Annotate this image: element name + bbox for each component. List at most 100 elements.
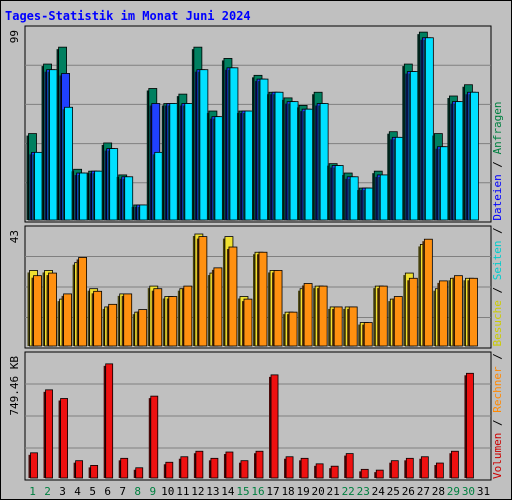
x-tick-label: 15 <box>236 485 249 498</box>
bar-volumen <box>195 450 204 479</box>
panel-bottom: 749.46 KB <box>8 351 492 481</box>
bar-seiten <box>424 37 434 221</box>
y-max-label: 749.46 KB <box>8 356 21 416</box>
x-tick-label: 24 <box>372 485 386 498</box>
bar-rechner <box>153 288 163 347</box>
x-tick-label: 25 <box>387 485 400 498</box>
bar-seiten <box>79 172 89 221</box>
legend-besuche: Besuche <box>491 300 504 347</box>
bar-rechner <box>228 246 238 347</box>
bar-volumen <box>150 395 159 479</box>
x-tick-label: 5 <box>89 485 96 498</box>
bar-seiten <box>109 148 119 221</box>
x-tick-label: 13 <box>206 485 219 498</box>
bar-rechner <box>303 283 313 347</box>
legend-rechner: Rechner <box>491 366 504 413</box>
bar-rechner <box>93 290 103 347</box>
bar-seiten <box>124 176 134 221</box>
bar-volumen <box>466 372 474 479</box>
x-tick-label: 22 <box>342 485 355 498</box>
bar-volumen <box>30 452 38 479</box>
bar-volumen <box>315 463 324 479</box>
bar-seiten <box>319 103 329 221</box>
bar-rechner <box>138 309 148 347</box>
bar-seiten <box>184 103 194 221</box>
chart-title: Tages-Statistik im Monat Juni 2024 <box>5 9 251 23</box>
x-tick-label: 7 <box>119 485 126 498</box>
bar-volumen <box>75 460 84 479</box>
y-max-label: 43 <box>8 230 21 243</box>
bar-rechner <box>288 311 298 347</box>
bar-seiten <box>244 110 254 221</box>
bar-volumen <box>345 453 354 479</box>
bar-volumen <box>420 456 429 479</box>
bar-seiten <box>334 165 344 221</box>
bar-seiten <box>34 151 43 221</box>
bar-volumen <box>360 468 369 479</box>
bar-volumen <box>60 398 68 479</box>
bar-volumen <box>90 465 99 479</box>
x-tick-label: 10 <box>161 485 174 498</box>
x-tick-label: 17 <box>266 485 279 498</box>
legend-volumen: Volumen <box>491 432 504 479</box>
x-tick-label: 28 <box>432 485 445 498</box>
bar-volumen <box>210 457 219 479</box>
bar-seiten <box>154 151 164 221</box>
x-tick-label: 2 <box>44 485 51 498</box>
bar-volumen <box>405 457 414 479</box>
bar-rechner <box>438 280 448 347</box>
bar-volumen <box>255 450 264 479</box>
legend-seiten: Seiten <box>491 240 504 281</box>
bar-volumen <box>270 374 279 479</box>
bar-volumen <box>435 462 444 479</box>
x-tick-label: 19 <box>296 485 309 498</box>
legend-dateien: Dateien <box>491 174 504 221</box>
bar-seiten <box>304 108 314 221</box>
legend-separator: / <box>491 346 504 367</box>
x-tick-label: 8 <box>134 485 141 498</box>
bar-seiten <box>139 204 149 221</box>
bar-seiten <box>364 187 374 221</box>
bar-seiten <box>379 174 389 221</box>
x-tick-label: 9 <box>149 485 156 498</box>
bar-seiten <box>394 136 404 221</box>
x-tick-label: 29 <box>447 485 460 498</box>
bar-seiten <box>64 106 73 221</box>
x-tick-label: 23 <box>357 485 370 498</box>
bar-volumen <box>180 456 189 479</box>
x-tick-label: 31 <box>477 485 490 498</box>
bar-seiten <box>439 146 449 221</box>
x-tick-label: 11 <box>176 485 189 498</box>
bar-rechner <box>348 306 358 347</box>
bar-rechner <box>363 322 373 347</box>
x-tick-label: 1 <box>29 485 36 498</box>
x-tick-label: 4 <box>74 485 81 498</box>
panel-middle: 43 <box>8 225 492 349</box>
bar-volumen <box>390 460 399 479</box>
bar-volumen <box>300 457 309 479</box>
bar-rechner <box>108 303 118 347</box>
bar-seiten <box>49 69 58 221</box>
y-max-label: 99 <box>8 30 21 43</box>
bar-rechner <box>408 277 418 347</box>
bar-seiten <box>229 67 239 221</box>
x-tick-label: 14 <box>221 485 235 498</box>
side-legend: Volumen / Rechner / Besuche / Seiten / D… <box>491 101 511 479</box>
bar-rechner <box>123 293 133 347</box>
bar-rechner <box>454 275 463 347</box>
bar-volumen <box>120 457 129 479</box>
x-tick-label: 21 <box>327 485 340 498</box>
bar-rechner <box>243 298 253 347</box>
bar-seiten <box>94 170 104 221</box>
bar-volumen <box>330 465 339 479</box>
legend-anfragen: Anfragen <box>491 101 504 155</box>
panel-top: 99 <box>8 25 492 223</box>
bar-rechner <box>168 296 178 347</box>
bar-rechner <box>469 277 478 347</box>
bar-seiten <box>455 101 464 221</box>
bar-seiten <box>199 69 209 221</box>
bar-rechner <box>78 257 88 347</box>
x-tick-label: 3 <box>59 485 66 498</box>
legend-separator: / <box>491 280 504 301</box>
